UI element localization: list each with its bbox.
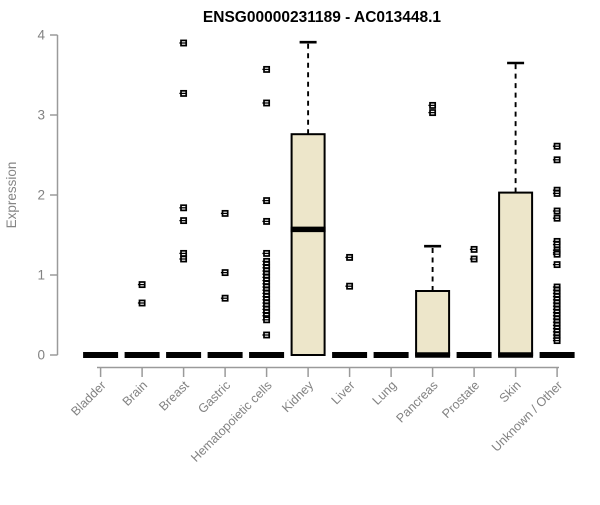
median-line: [456, 352, 492, 358]
chart-title: ENSG00000231189 - AC013448.1: [203, 9, 442, 26]
median-line: [373, 352, 409, 358]
box-skin: [498, 61, 534, 358]
x-tick-label-lung: Lung: [370, 378, 400, 408]
box-unknown-other: [539, 352, 575, 358]
y-tick-label-0: 0: [37, 348, 45, 363]
box-pancreas: [415, 244, 451, 358]
x-tick-label-unknown-other: Unknown / Other: [489, 378, 565, 454]
box-gastric: [207, 352, 243, 358]
y-tick-label-3: 3: [37, 108, 45, 123]
iqr-box: [415, 290, 451, 356]
outliers-unknown-other: [552, 142, 561, 345]
outliers-liver: [345, 253, 354, 290]
median-line: [124, 352, 160, 358]
x-tick-label-kidney: Kidney: [279, 378, 316, 415]
y-tick-label-2: 2: [37, 188, 45, 203]
iqr-box: [498, 191, 534, 356]
median-line: [332, 352, 368, 358]
x-tick-label-pancreas: Pancreas: [393, 378, 440, 425]
y-tick-label-4: 4: [37, 28, 45, 43]
x-tick-label-hematopoietic-cells: Hematopoietic cells: [188, 378, 275, 465]
x-tick-label-liver: Liver: [329, 378, 358, 407]
median-line: [249, 352, 285, 358]
box-kidney: [290, 40, 326, 356]
iqr-box: [290, 133, 326, 356]
box-bladder: [83, 352, 119, 358]
box-lung: [373, 352, 409, 358]
outliers-breast: [179, 39, 188, 263]
x-tick-label-gastric: Gastric: [195, 378, 233, 416]
outliers-brain: [137, 281, 146, 307]
box-breast: [166, 352, 202, 358]
plot-area: 0 1 2 3 4 Bladder Brain Breast GastricHematopoie…: [37, 28, 575, 465]
y-axis-label: Expression: [4, 162, 19, 229]
y-tick-label-1: 1: [37, 268, 45, 283]
outliers-hematopoietic-cells: [262, 65, 271, 339]
box-liver: [332, 352, 368, 358]
median-line: [166, 352, 202, 358]
box-prostate: [456, 352, 492, 358]
median-line: [83, 352, 119, 358]
outliers-gastric: [220, 209, 229, 302]
outliers-pancreas: [428, 101, 437, 117]
outliers-prostate: [469, 245, 478, 263]
y-axis: 0 1 2 3 4: [37, 28, 59, 363]
box-brain: [124, 352, 160, 358]
x-tick-label-skin: Skin: [497, 378, 524, 405]
x-tick-label-brain: Brain: [120, 378, 151, 409]
x-tick-label-breast: Breast: [156, 378, 192, 414]
median-line: [539, 352, 575, 358]
x-tick-label-prostate: Prostate: [439, 378, 482, 421]
x-tick-label-bladder: Bladder: [68, 378, 108, 418]
median-line: [207, 352, 243, 358]
box-hematopoietic-cells: [249, 352, 285, 358]
